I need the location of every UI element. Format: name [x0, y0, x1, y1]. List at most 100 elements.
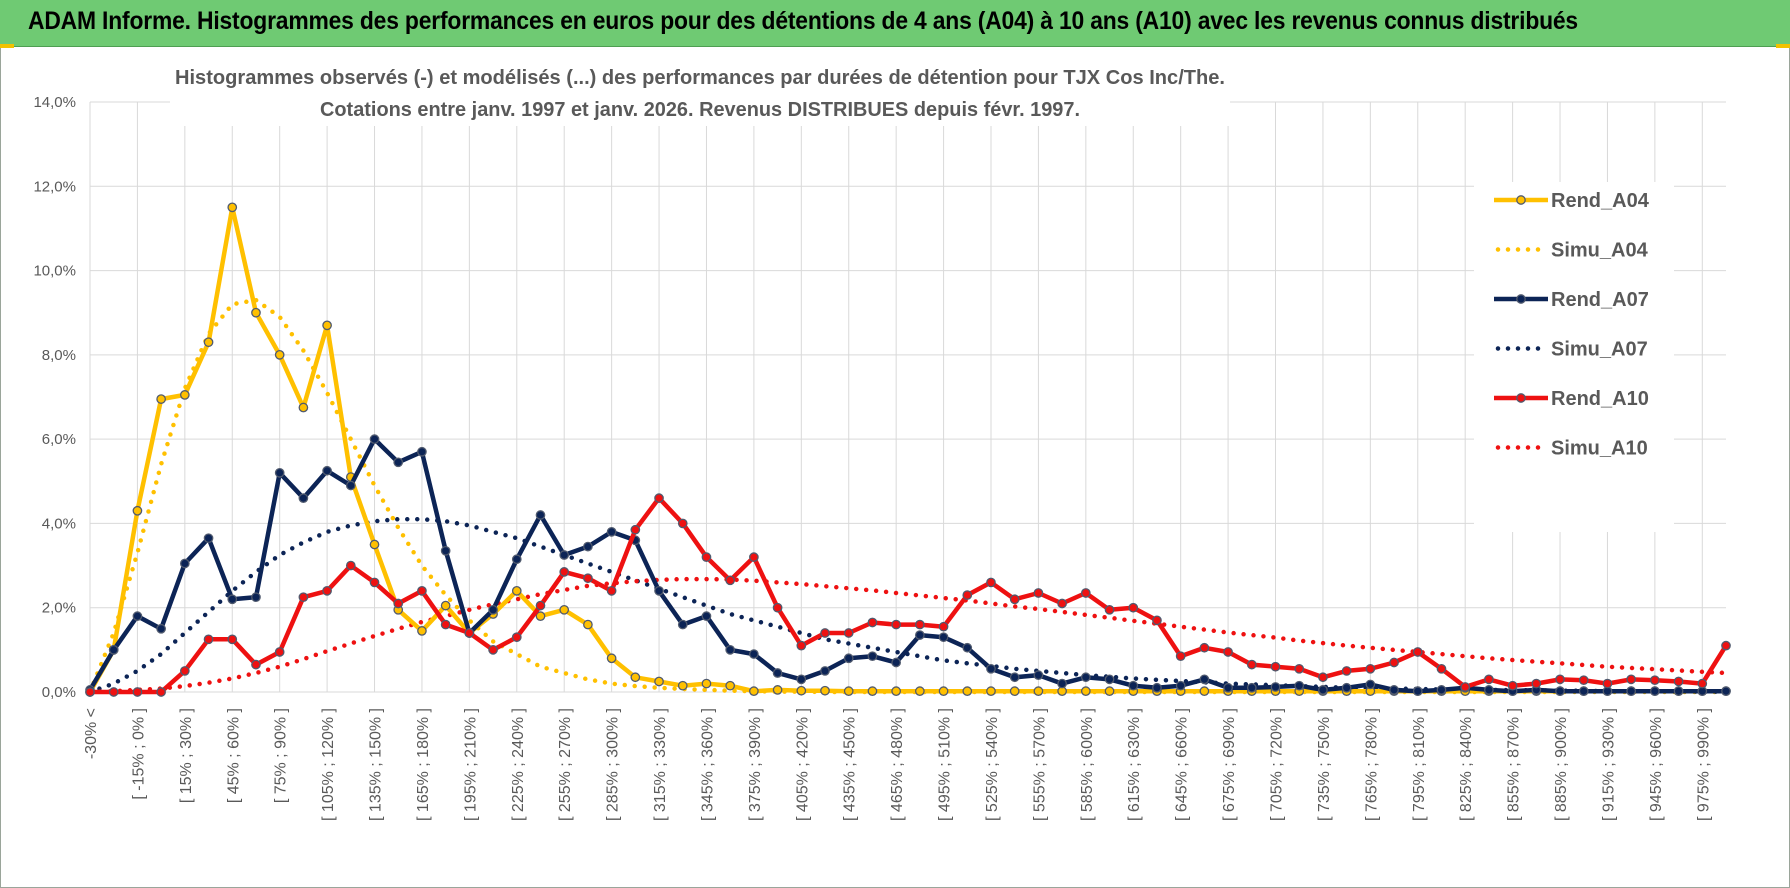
x-tick-label: [ 945% ; 960% ] [1648, 708, 1665, 821]
data-point [796, 685, 807, 696]
data-point [1104, 674, 1115, 685]
data-point [1009, 672, 1020, 683]
page-title: ADAM Informe. Histogrammes des performan… [28, 7, 1578, 35]
data-point [369, 539, 380, 550]
data-point [1152, 615, 1162, 626]
data-point [583, 541, 593, 552]
data-point [820, 666, 830, 676]
data-point [274, 350, 285, 360]
series-rend-a07 [85, 434, 1731, 697]
data-point [132, 611, 143, 621]
legend-marker [1516, 294, 1526, 304]
x-tick-label: [ 225% ; 240% ] [510, 708, 527, 821]
x-tick-label: -30% < [83, 708, 100, 759]
data-point [203, 533, 214, 544]
data-point [1721, 640, 1731, 651]
x-tick-label: [ 75% ; 90% ] [273, 708, 290, 803]
data-point [1175, 651, 1186, 662]
data-point [440, 619, 451, 630]
data-point [725, 645, 736, 655]
data-point [298, 592, 309, 603]
x-tick-label: [ 615% ; 630% ] [1126, 708, 1143, 821]
data-point [559, 550, 570, 560]
data-point [156, 623, 166, 634]
data-point [535, 510, 546, 520]
x-tick-label: [ 375% ; 390% ] [747, 708, 764, 821]
x-tick-label: [ 15% ; 30% ] [178, 708, 195, 803]
data-point [1009, 594, 1020, 605]
data-point [1555, 674, 1565, 685]
x-tick-label: [ 735% ; 750% ] [1316, 708, 1333, 821]
data-point [1057, 598, 1067, 609]
data-point [867, 686, 878, 697]
data-point [677, 518, 688, 529]
data-point [583, 573, 593, 584]
data-point [915, 630, 925, 640]
data-point [1033, 588, 1044, 598]
x-tick-label: [ 465% ; 480% ] [889, 708, 906, 821]
corner-accent-left [0, 44, 14, 48]
data-point [915, 619, 925, 630]
data-point [1033, 686, 1044, 697]
x-tick-label: [ 885% ; 900% ] [1553, 708, 1570, 821]
y-tick-label: 0,0% [42, 684, 76, 701]
data-point [891, 619, 901, 630]
data-point [1650, 686, 1660, 697]
legend-label: Rend_A04 [1551, 190, 1650, 212]
data-point [749, 552, 759, 562]
legend-marker [1516, 393, 1526, 403]
data-point [227, 594, 238, 605]
data-point [867, 651, 878, 662]
data-point [203, 337, 214, 348]
data-point [1650, 675, 1660, 686]
data-point [322, 586, 332, 596]
data-point [701, 611, 712, 621]
data-point [417, 626, 427, 636]
data-point [251, 592, 261, 603]
data-point [1246, 682, 1257, 693]
x-tick-label: [ 345% ; 360% ] [699, 708, 716, 821]
data-point [559, 567, 570, 577]
data-point [677, 680, 688, 691]
x-tick-label: [ 435% ; 450% ] [842, 708, 859, 821]
chart-title: Histogrammes observés (-) et modélisés (… [175, 67, 1225, 89]
legend-label: Simu_A07 [1551, 339, 1648, 361]
legend-item-simu-a10: Simu_A10 [1495, 438, 1648, 460]
legend-item-simu-a04: Simu_A04 [1495, 240, 1649, 262]
y-tick-label: 8,0% [42, 347, 76, 364]
data-point [630, 672, 641, 683]
x-tick-label: [ 45% ; 60% ] [225, 708, 242, 803]
data-point [820, 628, 830, 638]
data-point [1365, 679, 1376, 690]
data-point [1507, 680, 1518, 691]
series-line [90, 495, 1728, 695]
y-tick-label: 2,0% [42, 600, 76, 617]
legend-item-simu-a07: Simu_A07 [1495, 339, 1648, 361]
data-point [108, 687, 119, 697]
x-tick-label: [ 525% ; 540% ] [984, 708, 1001, 821]
data-point [156, 394, 166, 404]
data-point [156, 687, 166, 697]
data-point [606, 527, 617, 537]
y-tick-label: 10,0% [33, 263, 76, 280]
x-tick-label: [ 135% ; 150% ] [368, 708, 385, 821]
data-point [938, 621, 949, 632]
corner-accent-right [1776, 44, 1790, 48]
data-point [488, 604, 498, 615]
series-line [88, 436, 1726, 694]
data-point [1626, 674, 1637, 685]
data-point [511, 586, 522, 596]
data-point [1484, 674, 1494, 685]
data-point [393, 457, 404, 468]
data-point [1175, 680, 1186, 691]
data-point [938, 686, 949, 697]
chart-title-background [170, 62, 1230, 126]
x-tick-label: [ 645% ; 660% ] [1174, 708, 1191, 821]
data-point [227, 634, 238, 645]
data-point [606, 586, 617, 596]
y-tick-label: 12,0% [33, 178, 76, 195]
data-point [938, 632, 949, 643]
data-point [1128, 602, 1139, 613]
data-point [535, 611, 546, 621]
data-point [1436, 685, 1447, 695]
